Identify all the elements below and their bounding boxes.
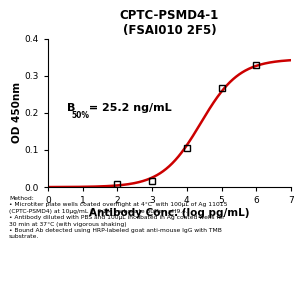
X-axis label: Antibody Conc. (log pg/mL): Antibody Conc. (log pg/mL) [89, 208, 250, 218]
Text: B: B [67, 103, 76, 113]
Y-axis label: OD 450nm: OD 450nm [12, 82, 22, 143]
Title: CPTC-PSMD4-1
(FSAI010 2F5): CPTC-PSMD4-1 (FSAI010 2F5) [120, 10, 219, 37]
Text: 50%: 50% [72, 111, 90, 120]
Text: = 25.2 ng/mL: = 25.2 ng/mL [85, 103, 172, 113]
Text: Method:
• Microtiter plate wells coated overnight at 4°C  with 100μL of Ag 11015: Method: • Microtiter plate wells coated … [9, 196, 227, 239]
